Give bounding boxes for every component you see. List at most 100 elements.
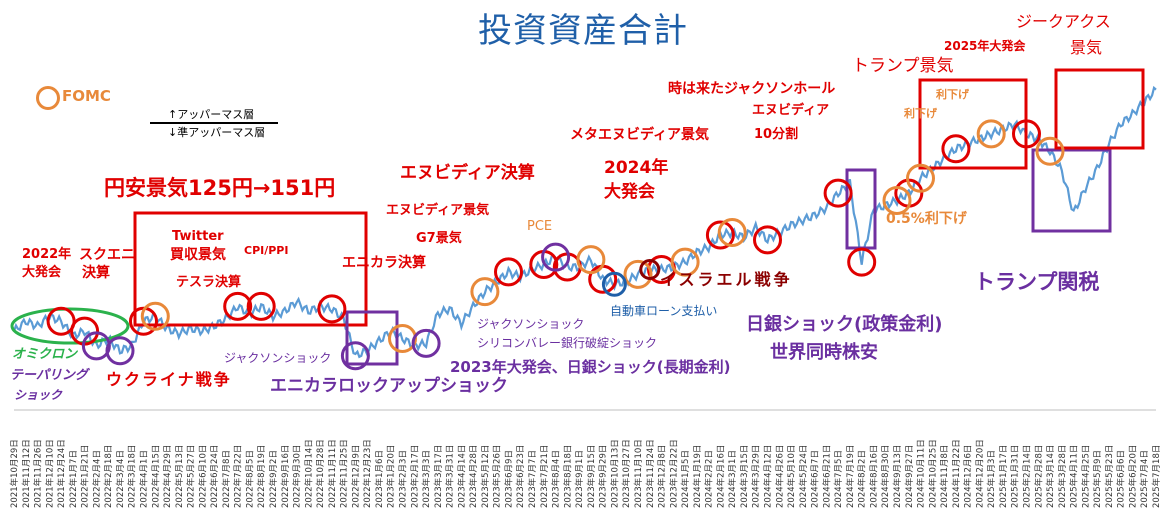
chart-title: 投資資産合計 (478, 11, 688, 51)
event-circle-red (246, 291, 276, 321)
x-tick-label: 2024年3月1日 (727, 450, 738, 508)
x-tick-label: 2022年6月10日 (197, 445, 208, 508)
x-tick-label: 2022年9月16日 (280, 445, 291, 508)
enicara-lockup-box (345, 310, 399, 366)
x-tick-label: 2021年11月26日 (33, 439, 44, 508)
x-tick-label: 2022年9月2日 (268, 450, 279, 508)
x-tick-label: 2024年9月13日 (892, 445, 903, 508)
x-tick-label: 2023年9月15日 (586, 445, 597, 508)
x-tick-label: 2023年12月8日 (657, 445, 668, 508)
x-tick-label: 2023年4月14日 (456, 445, 467, 508)
x-tick-label: 2023年3月17日 (433, 445, 444, 508)
fomc-legend-marker (36, 86, 60, 110)
annot-2024-b: 大発会 (604, 182, 655, 202)
x-tick-label: 2024年7月5日 (833, 450, 844, 508)
fomc-circle (576, 245, 606, 275)
shock-circle-purple (541, 242, 571, 272)
annot-enicara-lockup: エニカラロックアップショック (270, 376, 508, 396)
x-tick-label: 2025年7月18日 (1151, 445, 1162, 508)
annot-jackson-2: ジャクソンショック (477, 317, 585, 331)
x-tick-label: 2021年10月29日 (9, 439, 20, 508)
x-tick-label: 2024年12月20日 (974, 439, 985, 508)
annot-nvda-earnings: エヌビディア決算 (400, 163, 535, 183)
annot-trump-boom: トランプ景気 (852, 56, 954, 76)
x-tick-label: 2022年11月25日 (339, 439, 350, 508)
x-tick-label: 2023年11月10日 (633, 439, 644, 508)
x-tick-label: 2022年1月21日 (80, 445, 91, 508)
shock-circle-purple (411, 328, 441, 358)
annot-zeekax-2: 景気 (1070, 38, 1103, 57)
annot-jackson-1: ジャクソンショック (224, 351, 332, 365)
x-tick-label: 2023年8月18日 (562, 445, 573, 508)
x-tick-label: 2023年6月9日 (504, 450, 515, 508)
x-tick-label: 2024年9月27日 (904, 445, 915, 508)
fomc-circle (717, 218, 747, 247)
annot-cut-1: 利下げ (936, 88, 969, 101)
x-tick-label: 2024年10月11日 (916, 439, 927, 508)
legend-lower: ↓準アッパーマス層 (168, 126, 266, 139)
fomc-circle (623, 259, 653, 289)
shock-circle-purple (105, 336, 135, 366)
x-tick-label: 2022年10月28日 (315, 439, 326, 508)
x-tick-label: 2023年9月29日 (598, 445, 609, 508)
x-tick-label: 2024年10月25日 (927, 439, 938, 508)
annot-enicara: エニカラ決算 (342, 255, 426, 271)
x-tick-label: 2022年2月4日 (91, 450, 102, 508)
x-tick-label: 2024年12月6日 (963, 445, 974, 508)
event-circle-red (223, 291, 253, 321)
x-tick-label: 2023年10月27日 (621, 439, 632, 508)
x-tick-label: 2025年6月20日 (1128, 445, 1139, 508)
event-circle-red (823, 178, 853, 208)
event-circle-red (941, 134, 971, 164)
annot-zeekax: ジークアクス (1016, 12, 1111, 31)
x-tick-label: 2023年5月12日 (480, 445, 491, 508)
x-tick-label: 2025年1月31日 (1010, 445, 1021, 508)
event-circle-red (705, 220, 735, 250)
x-tick-label: 2024年3月15日 (739, 445, 750, 508)
x-tick-label: 2024年11月8日 (939, 445, 950, 508)
annot-jackson-hole: 時は来たジャクソンホール (668, 81, 836, 97)
fomc-circle (470, 277, 500, 307)
fomc-circle (140, 301, 170, 331)
x-tick-label: 2022年9月30日 (292, 445, 303, 508)
annot-israel: イスラエル戦争 (660, 270, 793, 289)
annot-ukraine: ウクライナ戦争 (106, 370, 232, 389)
x-tick-label: 2024年1月19日 (692, 445, 703, 508)
x-tick-label: 2022年3月4日 (115, 450, 126, 508)
x-tick-label: 2023年7月7日 (527, 450, 538, 508)
x-tick-label: 2022年11月11日 (327, 439, 338, 508)
x-tick-label: 2024年6月21日 (821, 445, 832, 508)
x-tick-label: 2022年5月27日 (186, 445, 197, 508)
fomc-circle (1035, 136, 1065, 166)
annot-tapering: テーパリング (10, 368, 88, 383)
x-tick-label: 2025年6月6日 (1116, 450, 1127, 508)
annot-cut-2: 利下げ (904, 107, 937, 120)
event-circle-red (317, 294, 347, 324)
x-tick-label: 2025年5月9日 (1092, 450, 1103, 508)
annot-tesla: テスラ決算 (176, 275, 242, 290)
x-tick-label: 2024年6月7日 (810, 450, 821, 508)
x-tick-label: 2023年2月17日 (409, 445, 420, 508)
annot-rate-cut: 0.5%利下げ (886, 211, 967, 227)
auto-loan-circle (601, 271, 627, 297)
yen-boom-box (133, 211, 368, 327)
x-tick-label: 2023年4月28日 (468, 445, 479, 508)
x-tick-label: 2023年1月20日 (386, 445, 397, 508)
x-tick-label: 2023年5月26日 (492, 445, 503, 508)
x-tick-label: 2024年2月2日 (704, 450, 715, 508)
x-tick-label: 2023年7月21日 (539, 445, 550, 508)
annot-2024: 2024年 (604, 158, 669, 178)
x-tick-label: 2022年8月5日 (245, 450, 256, 508)
annot-meta: メタエヌビディア景気 (570, 127, 710, 143)
fomc-circle (906, 163, 935, 193)
event-circle-red (1012, 119, 1041, 149)
annot-2022-b: 大発会 (22, 265, 62, 280)
annot-cpi: CPI/PPI (244, 244, 289, 257)
x-tick-label: 2024年3月29日 (751, 445, 762, 508)
x-tick-label: 2024年4月12日 (763, 445, 774, 508)
x-tick-label: 2022年5月13日 (174, 445, 185, 508)
x-tick-label: 2023年1月6日 (374, 450, 385, 508)
x-tick-label: 2025年4月25日 (1080, 445, 1091, 508)
annot-nvda-split: エヌビディア (752, 103, 830, 118)
x-tick-label: 2022年4月29日 (162, 445, 173, 508)
